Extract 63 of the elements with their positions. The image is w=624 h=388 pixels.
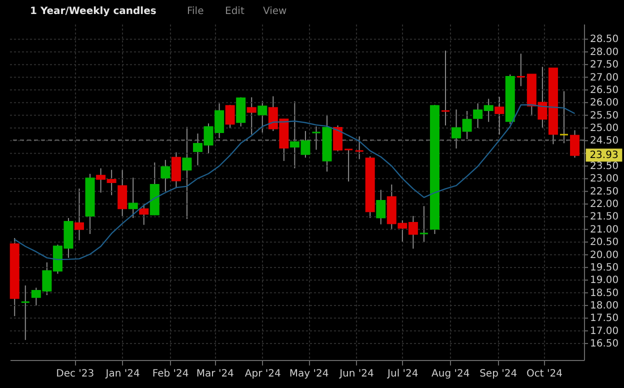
y-tick-label: 27.00 — [590, 72, 619, 84]
y-tick-label: 21.50 — [590, 212, 619, 223]
y-tick-label: 23.00 — [590, 174, 619, 185]
y-tick-label: 28.00 — [590, 46, 619, 58]
x-tick-label: Dec '23 — [56, 368, 94, 380]
y-tick-label: 26.00 — [590, 98, 619, 109]
x-tick-label: Jun '24 — [338, 368, 374, 380]
candlestick — [236, 96, 246, 127]
candlestick — [258, 100, 268, 134]
x-tick-label: Feb '24 — [152, 368, 189, 380]
x-tick-label: Oct '24 — [526, 368, 562, 380]
candlestick — [225, 104, 235, 129]
candlestick — [160, 159, 170, 192]
candlestick — [182, 126, 192, 220]
candlestick — [118, 170, 128, 217]
y-tick-label: 25.50 — [590, 110, 619, 122]
candlestick — [128, 177, 138, 218]
y-tick-label: 16.50 — [590, 338, 619, 350]
x-tick-label: Jul '24 — [386, 368, 418, 380]
candlestick — [20, 284, 30, 340]
y-tick-label: 26.50 — [590, 84, 619, 96]
y-tick-label: 19.50 — [590, 262, 619, 274]
candlestick — [570, 130, 580, 158]
x-tick-label: Jan '24 — [104, 368, 140, 380]
y-tick-label: 22.00 — [590, 199, 619, 210]
candlestick — [440, 50, 450, 126]
y-tick-label: 21.00 — [590, 224, 619, 236]
candlestick — [74, 188, 84, 241]
text: View — [263, 6, 287, 17]
x-tick-label: Apr '24 — [244, 368, 281, 380]
y-tick-label: 22.50 — [590, 186, 619, 198]
y-tick-label: 20.00 — [590, 250, 619, 261]
candlestick — [354, 136, 364, 160]
candlestick — [419, 206, 429, 243]
candlestick — [559, 90, 569, 144]
x-tick-label: Sep '24 — [480, 368, 518, 380]
candlestick — [494, 96, 504, 136]
y-tick-label: 19.00 — [590, 275, 619, 286]
y-tick-label: 18.00 — [590, 300, 619, 312]
candlestick — [516, 53, 526, 87]
y-tick-label: 18.50 — [590, 288, 619, 299]
text: Edit — [225, 6, 244, 17]
candlestick — [333, 124, 343, 152]
x-tick-label: May '24 — [289, 368, 329, 380]
chart-title: 1 Year/Weekly candles — [30, 6, 156, 17]
y-tick-label: 27.50 — [590, 60, 619, 71]
candlestick — [344, 148, 354, 182]
candlestick — [311, 126, 321, 150]
x-tick-label: Mar '24 — [196, 368, 234, 380]
y-tick-label: 24.50 — [590, 136, 619, 147]
y-tick-label: 28.50 — [590, 34, 619, 46]
y-tick-label: 25.00 — [590, 122, 619, 134]
candlestick — [376, 189, 386, 225]
y-tick-label: 17.50 — [590, 313, 619, 324]
y-tick-label: 20.50 — [590, 237, 619, 248]
candlestick — [171, 152, 181, 189]
y-tick-label: 17.00 — [590, 326, 619, 337]
x-tick-label: Aug '24 — [432, 368, 470, 380]
text: File — [187, 6, 204, 17]
candlestick — [139, 203, 149, 226]
y-tick-label: 23.50 — [590, 161, 619, 172]
candlestick — [246, 96, 256, 136]
annotation: 23.93 — [590, 150, 618, 162]
